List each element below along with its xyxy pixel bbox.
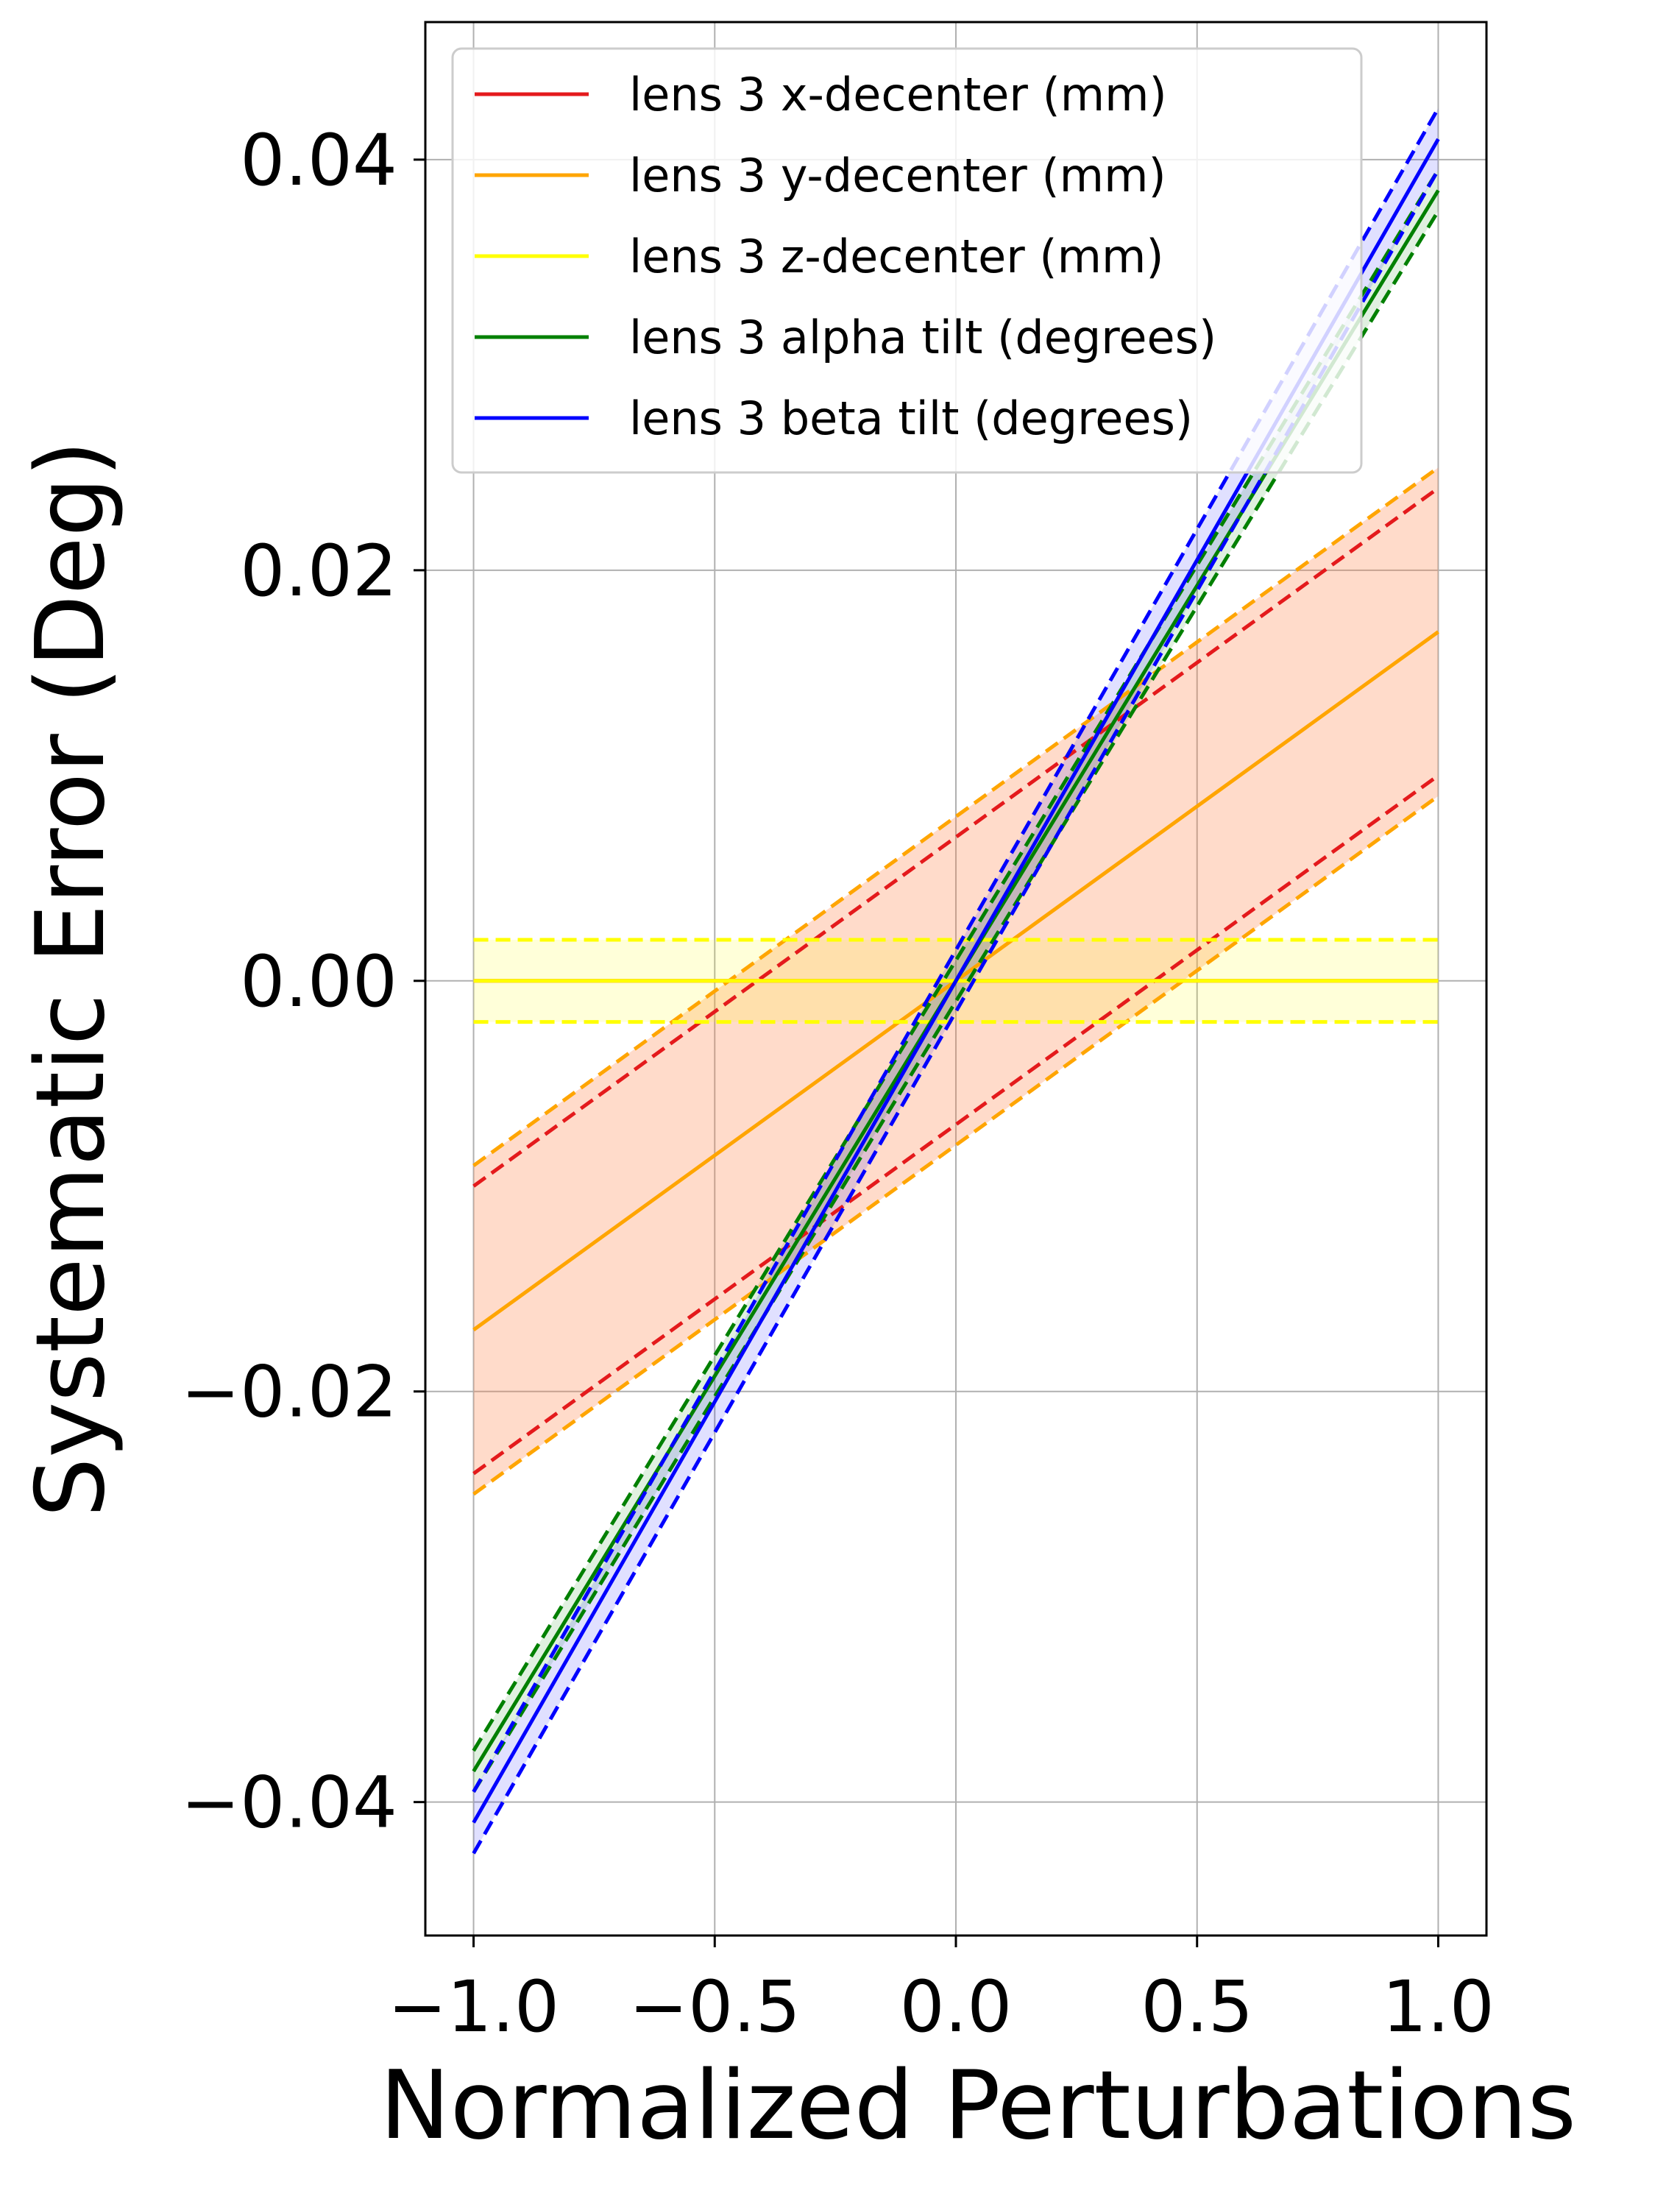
legend-frame — [451, 47, 1363, 474]
legend-label: lens 3 alpha tilt (degrees) — [629, 311, 1216, 364]
legend-label: lens 3 y-decenter (mm) — [629, 149, 1166, 202]
y-axis-title: Systematic Error (Deg) — [16, 440, 126, 1518]
legend-label: lens 3 beta tilt (degrees) — [629, 392, 1193, 445]
x-axis-title: Normalized Perturbations — [380, 2051, 1576, 2161]
x-tick-label: 0.0 — [900, 1966, 1013, 2048]
y-tick-label: 0.02 — [240, 530, 397, 612]
axis-ticks: −1.0 −0.5 0.0 0.5 1.0 −0.04 −0.02 0.00 0.02 0.04 — [181, 119, 1495, 2048]
x-tick-label: −0.5 — [629, 1966, 801, 2048]
y-tick-label: −0.04 — [181, 1762, 397, 1844]
x-tick-label: 0.5 — [1141, 1966, 1253, 2048]
y-tick-label: 0.04 — [240, 119, 397, 202]
x-tick-label: −1.0 — [388, 1966, 559, 2048]
y-tick-label: 0.00 — [240, 941, 397, 1023]
x-tick-label: 1.0 — [1382, 1966, 1495, 2048]
legend: lens 3 x-decenter (mm) lens 3 y-decenter … — [451, 47, 1363, 474]
legend-label: lens 3 z-decenter (mm) — [629, 230, 1164, 283]
legend-label: lens 3 x-decenter (mm) — [629, 68, 1167, 121]
y-tick-label: −0.02 — [181, 1351, 397, 1434]
